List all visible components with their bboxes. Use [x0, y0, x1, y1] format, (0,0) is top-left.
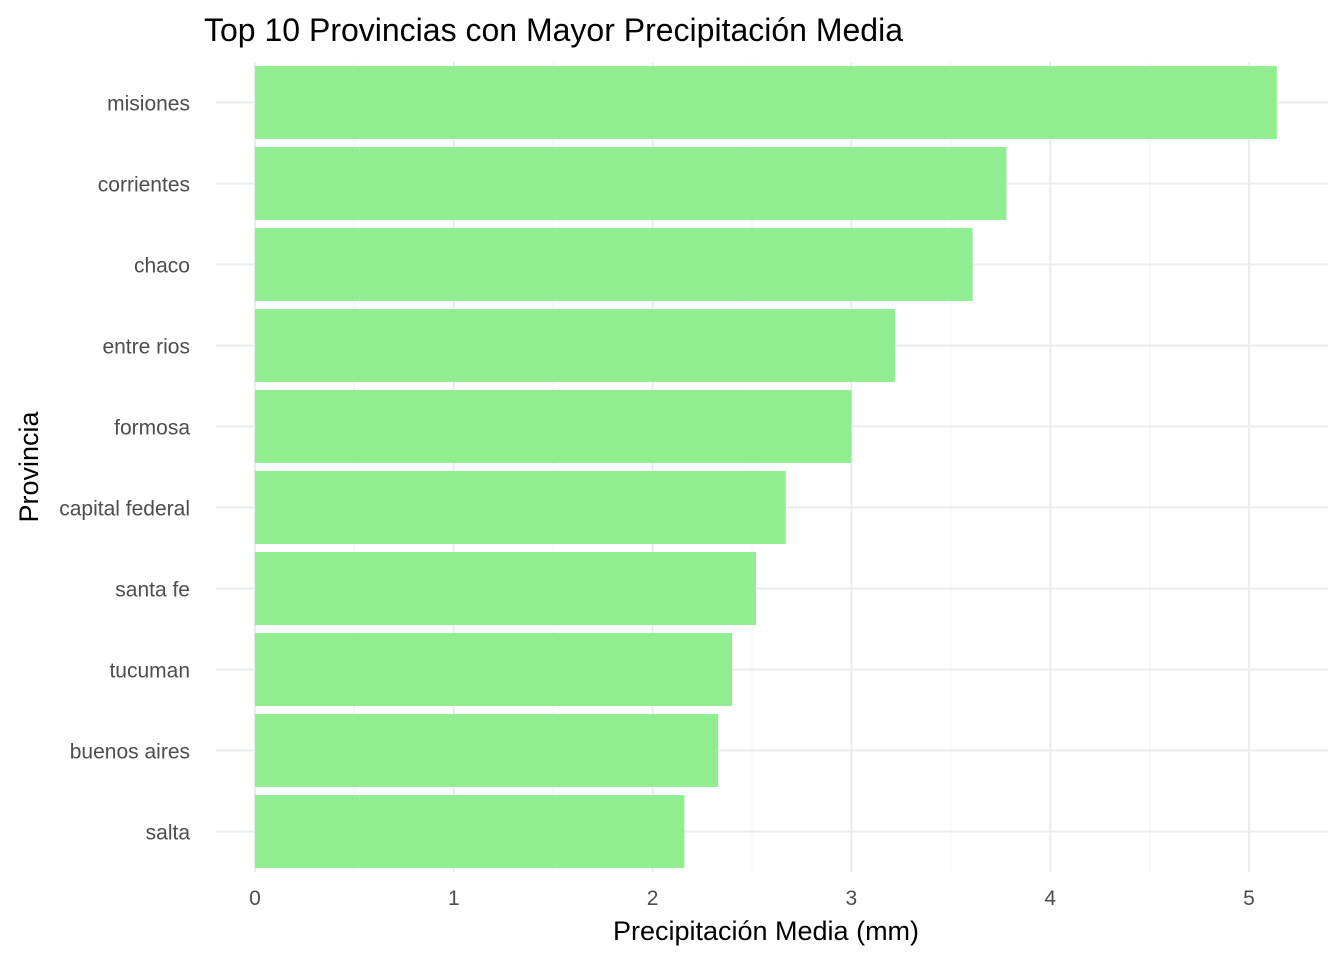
bar [255, 390, 852, 463]
y-tick-label: buenos aires [70, 741, 190, 764]
bar [255, 147, 1007, 220]
bars [255, 66, 1277, 868]
x-axis-title: Precipitación Media (mm) [613, 916, 919, 946]
y-tick-label: chaco [134, 255, 190, 278]
bar [255, 795, 685, 868]
y-tick-label: entre rios [102, 336, 190, 359]
y-tick-label: corrientes [98, 174, 190, 197]
y-tick-label: formosa [114, 417, 190, 440]
y-tick-label: tucuman [109, 660, 190, 683]
y-axis-tick-labels: misiones corrientes chaco entre rios formosa… [59, 93, 190, 845]
x-tick-label: 3 [846, 887, 858, 910]
bar [255, 228, 973, 301]
x-tick-label: 5 [1243, 887, 1255, 910]
bar [255, 552, 756, 625]
chart-title: Top 10 Provincias con Mayor Precipitació… [204, 12, 903, 48]
x-axis-tick-labels: 0 1 2 3 4 5 [249, 887, 1255, 910]
bar [255, 714, 719, 787]
bar [255, 471, 786, 544]
x-tick-label: 1 [448, 887, 460, 910]
bar [255, 633, 733, 706]
bar [255, 66, 1277, 139]
y-tick-label: salta [146, 822, 191, 845]
x-tick-label: 2 [647, 887, 659, 910]
x-tick-label: 4 [1044, 887, 1056, 910]
bar [255, 309, 896, 382]
y-tick-label: capital federal [59, 498, 190, 521]
y-tick-label: santa fe [115, 579, 190, 602]
y-tick-label: misiones [107, 93, 190, 116]
x-tick-label: 0 [249, 887, 261, 910]
y-axis-title: Provincia [14, 410, 44, 522]
